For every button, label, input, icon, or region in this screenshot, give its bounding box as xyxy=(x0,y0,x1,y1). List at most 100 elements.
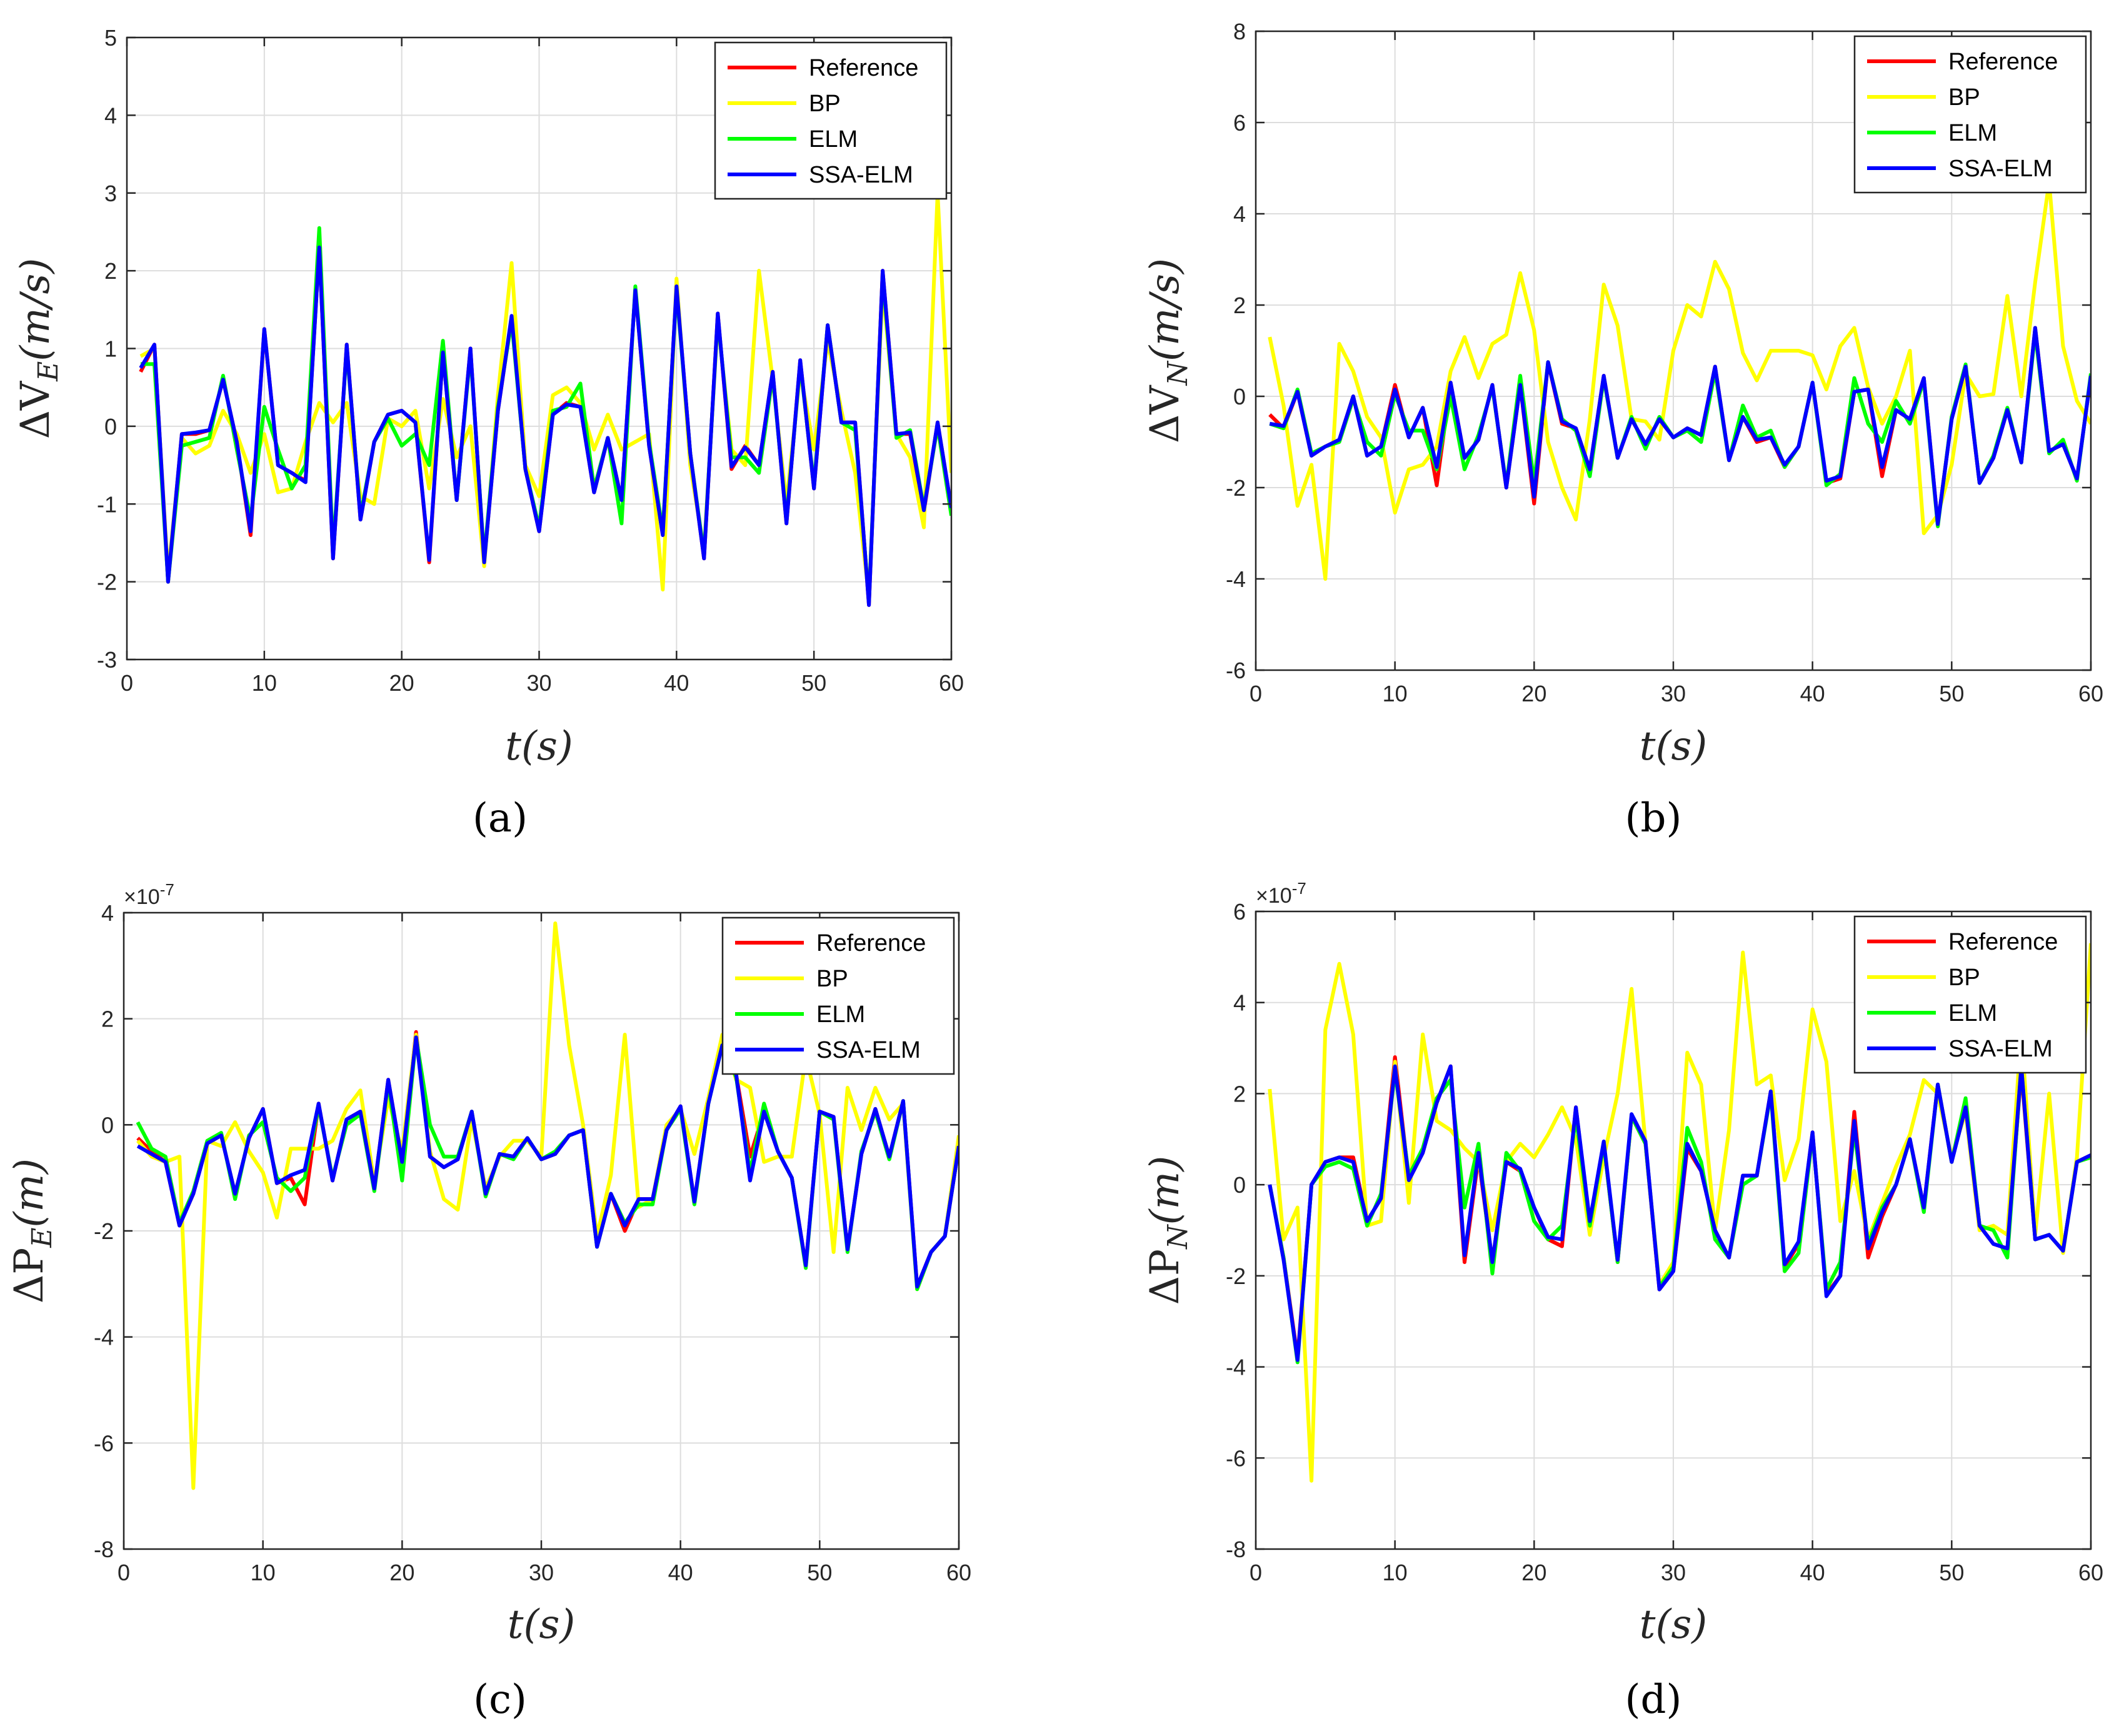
y-axis-label: ΔPE(m) xyxy=(6,1158,58,1303)
y-tick-label: 0 xyxy=(104,414,117,439)
y-axis-label: ΔVE(m/s) xyxy=(13,258,64,439)
x-tick-label: 40 xyxy=(1800,1560,1825,1585)
y-tick-label: -4 xyxy=(1226,566,1246,592)
exponent-power: -7 xyxy=(1292,879,1306,898)
x-tick-label: 0 xyxy=(118,1560,130,1585)
x-axis-label: t(s) xyxy=(1640,1602,1708,1648)
x-axis-label: t(s) xyxy=(508,1602,576,1648)
y-tick-label: 6 xyxy=(1233,110,1246,136)
legend-label: ELM xyxy=(816,1001,865,1028)
legend-label: Reference xyxy=(816,930,926,956)
x-tick-label: 30 xyxy=(529,1560,554,1585)
y-tick-label: 4 xyxy=(1233,201,1246,227)
chart-d: 0 10 20 30 40 50 60 -8 -6 -4 -2 0 2 4 6 ×10-7 ΔPN(m) t(s)… xyxy=(1142,879,2103,1723)
y-tick-label: -4 xyxy=(94,1325,114,1350)
x-tick-label: 50 xyxy=(1939,681,1964,706)
y-tick-label: 2 xyxy=(1233,293,1246,318)
x-axis-label: t(s) xyxy=(505,723,573,770)
x-tick-label: 10 xyxy=(1383,681,1408,706)
legend: Reference BP ELM SSA-ELM xyxy=(721,916,955,1075)
legend: Reference BP ELM SSA-ELM xyxy=(1853,35,2087,194)
x-tick-label: 10 xyxy=(1383,1560,1408,1585)
x-tick-label: 0 xyxy=(121,670,133,696)
y-tick-label: 0 xyxy=(101,1112,114,1138)
legend-label: BP xyxy=(816,966,848,992)
y-label-sub: E xyxy=(26,1228,58,1248)
x-tick-label: 10 xyxy=(251,1560,276,1585)
legend: Reference BP ELM SSA-ELM xyxy=(714,41,948,200)
y-tick-label: -3 xyxy=(97,647,117,673)
x-tick-label: 60 xyxy=(2078,681,2103,706)
y-label-unit: (m) xyxy=(6,1158,53,1228)
y-label-unit: (m) xyxy=(1142,1156,1188,1225)
exponent-power: -7 xyxy=(160,880,174,899)
y-label-base: ΔV xyxy=(1142,384,1188,443)
panel-caption: (b) xyxy=(1625,795,1682,841)
x-tick-label: 30 xyxy=(1661,1560,1686,1585)
x-tick-label: 40 xyxy=(668,1560,693,1585)
x-axis-label: t(s) xyxy=(1640,723,1708,770)
panel-caption: (a) xyxy=(473,795,528,841)
chart-a: 0 10 20 30 40 50 60 -3 -2 -1 0 1 2 3 4 5 ΔVE(m/s) t(s) (a)… xyxy=(13,25,964,841)
y-tick-label: -8 xyxy=(94,1537,114,1562)
y-tick-label: 5 xyxy=(104,25,117,51)
y-tick-label: -4 xyxy=(1226,1355,1246,1380)
y-label-base: ΔP xyxy=(6,1248,53,1303)
legend-label: BP xyxy=(1948,965,1980,991)
x-tick-label: 50 xyxy=(1939,1560,1964,1585)
y-tick-label: -6 xyxy=(1226,658,1246,683)
y-tick-label: -6 xyxy=(1226,1445,1246,1471)
y-tick-label: 3 xyxy=(104,181,117,206)
x-tick-label: 30 xyxy=(1661,681,1686,706)
x-tick-label: 30 xyxy=(526,670,551,696)
y-tick-label: -2 xyxy=(1226,475,1246,501)
legend-label: Reference xyxy=(1948,49,2058,75)
x-tick-label: 10 xyxy=(252,670,277,696)
y-tick-label: -1 xyxy=(97,491,117,517)
panel-caption: (d) xyxy=(1625,1677,1682,1723)
legend-label: BP xyxy=(1948,84,1980,111)
y-tick-label: 0 xyxy=(1233,384,1246,409)
legend-label: ELM xyxy=(809,126,858,153)
y-label-sub: N xyxy=(1162,361,1194,386)
y-label-unit: (m/s) xyxy=(13,258,59,361)
y-label-base: ΔP xyxy=(1142,1249,1188,1305)
panel-caption: (c) xyxy=(473,1677,527,1723)
y-tick-label: 4 xyxy=(101,900,114,926)
y-tick-label: -6 xyxy=(94,1430,114,1456)
series-line-ssa-elm xyxy=(136,1035,959,1289)
y-tick-label: 2 xyxy=(104,258,117,284)
legend-label: Reference xyxy=(1948,929,2058,955)
series-line-ssa-elm xyxy=(1268,1064,2091,1362)
x-tick-label: 50 xyxy=(807,1560,832,1585)
series-line-bp xyxy=(1268,179,2091,581)
legend-label: Reference xyxy=(809,55,918,81)
x-tick-label: 20 xyxy=(1521,681,1546,706)
y-label-base: ΔV xyxy=(13,380,59,439)
chart-b: 0 10 20 30 40 50 60 -6 -4 -2 0 2 4 6 8 ΔVN(m/s) t(s) (b) R… xyxy=(1142,19,2103,841)
y-tick-label: -2 xyxy=(94,1218,114,1244)
y-tick-label: 1 xyxy=(104,336,117,362)
legend: Reference BP ELM SSA-ELM xyxy=(1853,915,2087,1074)
y-tick-label: 2 xyxy=(1233,1081,1246,1106)
axis-exponent: ×10-7 xyxy=(1256,879,1306,908)
y-tick-label: 0 xyxy=(1233,1172,1246,1198)
y-tick-label: -2 xyxy=(1226,1263,1246,1289)
x-tick-label: 60 xyxy=(939,670,964,696)
y-tick-label: 4 xyxy=(104,103,117,128)
exponent-base: ×10 xyxy=(124,885,160,909)
legend-label: BP xyxy=(809,91,841,117)
y-tick-label: -8 xyxy=(1226,1537,1246,1562)
y-tick-label: 2 xyxy=(101,1006,114,1032)
axis-exponent: ×10-7 xyxy=(124,880,174,909)
series-line-ssa-elm xyxy=(139,245,951,607)
y-tick-label: 4 xyxy=(1233,990,1246,1016)
legend-label: SSA-ELM xyxy=(1948,1036,2053,1062)
exponent-base: ×10 xyxy=(1256,884,1292,908)
y-axis-label: ΔVN(m/s) xyxy=(1142,258,1194,443)
x-tick-label: 20 xyxy=(389,670,414,696)
x-tick-label: 60 xyxy=(2078,1560,2103,1585)
y-label-unit: (m/s) xyxy=(1142,258,1188,361)
legend-label: SSA-ELM xyxy=(809,162,913,188)
